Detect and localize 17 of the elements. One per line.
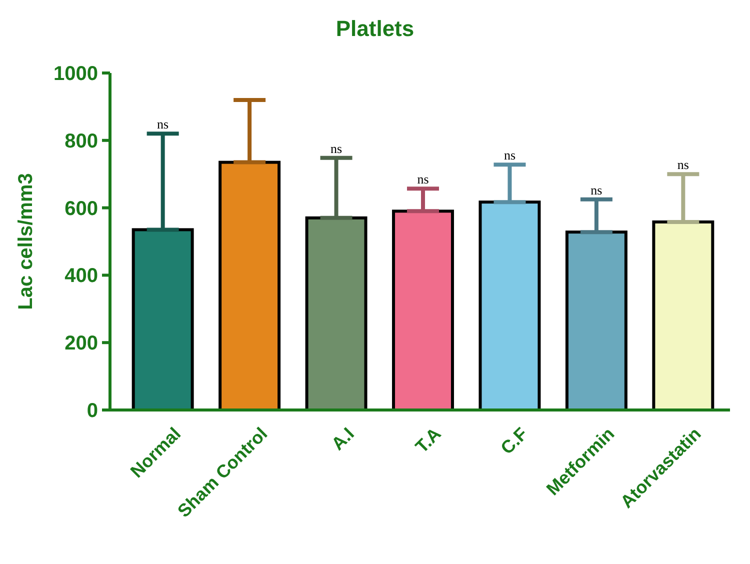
annotation: ns — [157, 116, 169, 132]
annotation: ns — [330, 140, 342, 156]
y-tick-label: 0 — [86, 400, 98, 422]
y-tick-label: 1000 — [54, 63, 98, 85]
chart-title: Platlets — [336, 16, 414, 41]
y-tick-label: 200 — [64, 332, 98, 355]
annotation: ns — [677, 157, 689, 172]
y-axis-title: Lac cells/mm3 — [15, 173, 37, 310]
y-tick-label: 800 — [64, 130, 98, 152]
y-tick-label: 600 — [64, 198, 98, 220]
y-tick-label: 400 — [64, 265, 98, 288]
annotation: ns — [504, 148, 516, 163]
annotation: ns — [590, 182, 602, 198]
x-tick-label: C.F — [496, 424, 532, 458]
annotation: ns — [417, 172, 429, 187]
x-tick-label: A.I — [328, 424, 358, 454]
x-tick-label: T.A — [412, 424, 445, 457]
